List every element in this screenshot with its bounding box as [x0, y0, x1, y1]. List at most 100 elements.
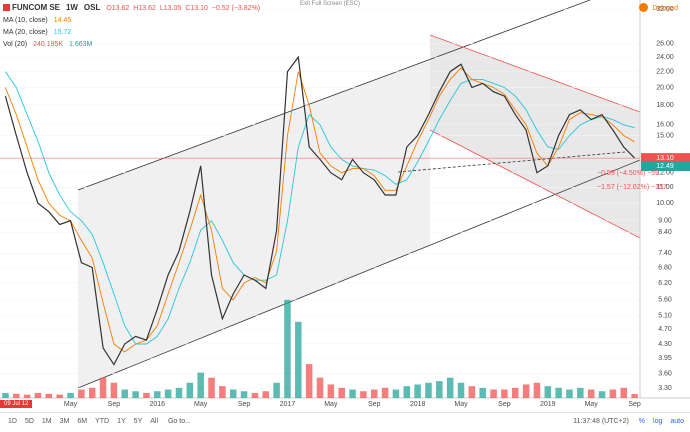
volume-bar [295, 321, 302, 398]
bottom-bar: 1D 5D 1M 3M 6M YTD 1Y 5Y All Go to... 11:37:48 (… [0, 412, 690, 432]
volume-bar [56, 394, 63, 398]
channel-line [429, 129, 641, 239]
volume-bar [121, 389, 128, 398]
x-tick-label: 2019 [540, 401, 556, 408]
range-button[interactable]: 5D [24, 418, 34, 425]
volume-bar [522, 384, 530, 398]
y-tick-label: 18.00 [656, 102, 674, 109]
range-button[interactable]: 1M [41, 418, 52, 425]
legend-row: MA (20, close) 15.72 [3, 27, 260, 39]
bottom-right: 11:37:48 (UTC+2) % log auto [565, 413, 684, 425]
volume-bar [88, 387, 96, 398]
y-tick-label: 4.70 [658, 326, 672, 333]
volume-bar [501, 389, 508, 398]
volume-bar [490, 389, 497, 398]
chart: 32.00 26.00 24.00 22.00 20.00 18.00 16.00 15.00… [0, 0, 690, 408]
volume-bar [67, 392, 74, 398]
volume-bar [468, 386, 476, 398]
status-text: Delayed [652, 5, 678, 12]
goto[interactable]: Go to... [167, 418, 191, 425]
y-tick-label: 9.00 [658, 218, 672, 225]
volume-bar [175, 387, 183, 398]
volume-bar [512, 387, 519, 398]
vol-value: 240.195K [33, 41, 64, 48]
x-tick-label: May [454, 401, 468, 408]
volume-bar [425, 382, 432, 398]
channel-fill [78, 60, 430, 388]
ma20-label: MA (20, close) [3, 29, 48, 36]
ohlc-value: C13.10 [185, 5, 208, 12]
symbol: FUNCOM SE [12, 3, 60, 12]
volume-bar [338, 387, 345, 398]
legend-row: Vol (20) 240.195K 1.663M [3, 39, 260, 51]
volume-bar [327, 384, 335, 398]
y-tick-label: 3.95 [658, 355, 672, 362]
measure-label: −0.59 (−4.50%) −59 [597, 170, 659, 177]
volume [2, 299, 638, 398]
volume-bar [208, 377, 215, 398]
volume-bar [414, 384, 421, 398]
scale-option[interactable]: auto [670, 418, 684, 425]
exit-fullscreen[interactable]: Exit Full Screen (ESC) [300, 1, 361, 7]
x-tick-label: May [64, 401, 78, 408]
volume-bar [533, 382, 541, 398]
volume-bar [381, 387, 389, 398]
y-tick-label: 5.60 [658, 297, 672, 304]
volume-bar [620, 387, 627, 398]
range-button[interactable]: 3M [59, 418, 70, 425]
status: Delayed [639, 3, 678, 12]
crosshair-date: 09 Jul 12 [0, 400, 33, 408]
series-line [4, 67, 635, 353]
volume-bar [143, 392, 150, 398]
volume-bar [154, 391, 161, 398]
y-tick-label: 11.00 [657, 184, 674, 191]
scale-option[interactable]: % [638, 418, 646, 425]
vol-ma: 1.663M [69, 41, 93, 48]
volume-bar [13, 393, 20, 398]
volume-bar [436, 381, 443, 398]
x-tick-label: 2017 [280, 401, 296, 408]
x-tick-label: 2018 [410, 401, 426, 408]
y-tick-label: 6.20 [658, 280, 672, 287]
y-tick-label: 26.00 [656, 41, 674, 48]
price-marker-label: 13.10 [656, 155, 674, 162]
volume-bar [186, 382, 194, 398]
volume-bar [23, 394, 31, 398]
volume-bar [99, 377, 107, 398]
y-tick-label: 32.00 [656, 6, 674, 13]
ohlc-value: H13.62 [133, 5, 156, 12]
ranges: 1D 5D 1M 3M 6M YTD 1Y 5Y All [0, 413, 158, 425]
volume-bar [34, 392, 42, 398]
x-tick-label: May [194, 401, 208, 408]
scale-option[interactable]: log [653, 418, 663, 425]
y-tick-label: 3.30 [658, 385, 672, 392]
range-button[interactable]: 1D [8, 418, 17, 425]
series [4, 55, 636, 366]
volume-bar [587, 389, 595, 398]
clock: 11:37:48 (UTC+2) [573, 418, 629, 425]
volume-bar [305, 364, 313, 398]
channel-line [77, 159, 641, 389]
axes: 32.00 26.00 24.00 22.00 20.00 18.00 16.00 15.00… [0, 6, 690, 408]
y-tick-label: 10.00 [656, 200, 674, 207]
x-tick-label: Sep [498, 401, 511, 408]
volume-bar [457, 382, 465, 398]
volume-bar [360, 391, 367, 398]
volume-bar [544, 386, 552, 398]
volume-bar [219, 386, 226, 398]
range-button[interactable]: 1Y [117, 418, 126, 425]
price-marker [641, 161, 690, 172]
ma10-value: 14.45 [53, 17, 72, 24]
range-button[interactable]: YTD [95, 418, 110, 425]
y-tick-label: 7.40 [658, 250, 672, 257]
range-button[interactable]: All [150, 418, 159, 425]
volume-bar [2, 392, 9, 398]
volume-bar [110, 382, 118, 398]
range-button[interactable]: 5Y [133, 418, 143, 425]
volume-bar [349, 389, 356, 398]
volume-bar [631, 393, 638, 398]
volume-bar [284, 299, 291, 398]
volume-bar [577, 387, 584, 398]
range-button[interactable]: 6M [77, 418, 88, 425]
